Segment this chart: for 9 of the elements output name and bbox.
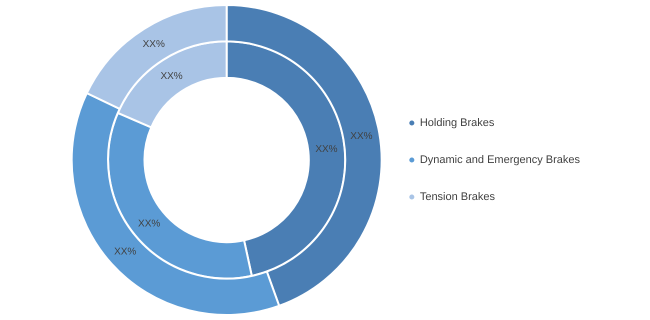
data-label: XX%: [138, 218, 160, 230]
data-label: XX%: [350, 131, 373, 142]
legend-label: Dynamic and Emergency Brakes: [420, 154, 580, 166]
legend-label: Holding Brakes: [420, 117, 495, 130]
legend-label: Tension Brakes: [420, 191, 496, 204]
data-label: XX%: [160, 70, 183, 82]
data-label: XX%: [114, 246, 136, 258]
data-label: XX%: [315, 144, 338, 156]
data-label: XX%: [142, 39, 165, 50]
